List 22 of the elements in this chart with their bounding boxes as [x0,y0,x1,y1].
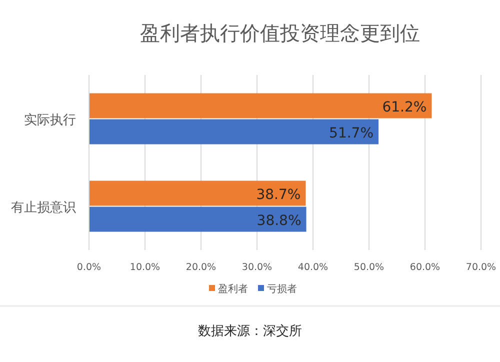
source-note: 数据来源：深交所 [198,323,302,339]
x-tick-label: 20.0% [186,262,216,273]
legend-label: 盈利者 [218,283,248,295]
legend-label: 亏损者 [267,283,297,295]
x-tick-label: 40.0% [298,262,328,273]
data-label: 38.7% [256,186,301,203]
data-label: 51.7% [329,125,374,142]
x-tick-label: 10.0% [130,262,160,273]
y-tick-label: 实际执行 [24,112,76,128]
y-tick-label: 有止损意识 [11,200,76,216]
data-label: 38.8% [256,212,302,229]
chart-title: 盈利者执行价值投资理念更到位 [140,21,420,45]
x-tick-label: 60.0% [410,262,440,273]
bar [89,119,379,144]
x-tick-label: 70.0% [466,262,496,273]
x-tick-label: 30.0% [242,262,272,273]
x-tick-label: 50.0% [354,262,384,273]
bar [89,93,432,118]
data-label: 61.2% [382,99,427,116]
bar [89,206,306,232]
x-tick-label: 0.0% [76,262,102,273]
bar [89,180,306,206]
